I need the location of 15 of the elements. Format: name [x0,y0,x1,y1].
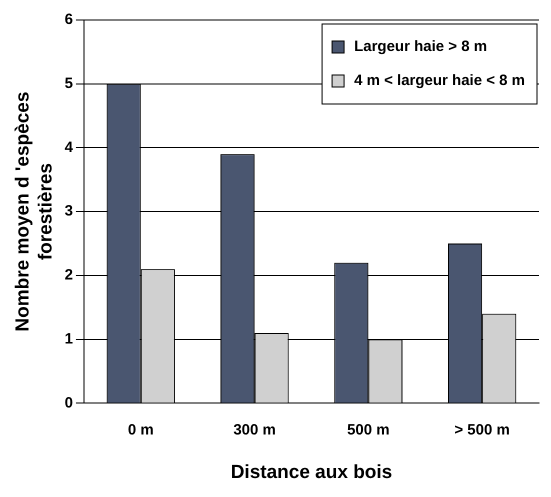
y-axis-title: Nombre moyen d 'espèces forestières [12,92,56,332]
y-tick-label: 4 [64,138,74,156]
x-tick-label: 500 m [347,421,390,438]
x-tick-label: 300 m [233,421,276,438]
y-tick-label: 6 [64,11,73,28]
y-tick-label: 1 [64,330,73,348]
legend-label: Largeur haie > 8 m [354,38,488,56]
y-tick-label: 5 [64,75,73,92]
x-tick-label: 0 m [128,421,154,438]
x-tick-label: > 500 m [454,421,510,438]
y-tick-label: 0 [64,394,73,412]
x-axis-title: Distance aux bois [230,462,392,483]
y-tick-label: 3 [64,202,73,220]
y-tick-label: 2 [64,266,73,284]
legend-label: 4 m < largeur haie < 8 m [354,72,526,90]
